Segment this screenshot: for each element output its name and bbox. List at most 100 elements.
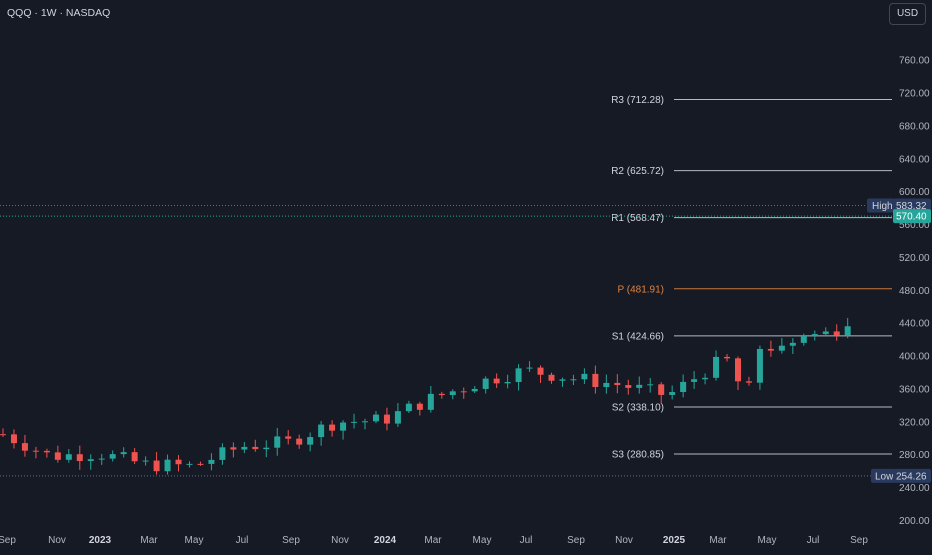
price-tick-label: 440.00 bbox=[899, 319, 930, 330]
high-tag-bg bbox=[867, 198, 894, 213]
candle-body bbox=[175, 459, 182, 465]
time-tick-label: May bbox=[473, 535, 492, 546]
candle-body bbox=[76, 454, 83, 462]
candle-body bbox=[241, 446, 248, 450]
symbol-label[interactable]: QQQ · 1W · NASDAQ bbox=[7, 7, 111, 19]
price-tick-label: 720.00 bbox=[899, 89, 930, 100]
candle-body bbox=[713, 356, 720, 378]
price-tick-label: 400.00 bbox=[899, 352, 930, 363]
pivot-level-label: R2 (625.72) bbox=[611, 166, 664, 177]
high-price-badge-bg bbox=[893, 198, 931, 213]
candle-body bbox=[340, 422, 347, 431]
time-tick-label: Jul bbox=[520, 535, 533, 546]
candle-body bbox=[153, 460, 160, 472]
candle-body bbox=[592, 373, 599, 388]
candle-body bbox=[438, 393, 445, 396]
price-tick-label: 680.00 bbox=[899, 121, 930, 132]
pivot-level-label: R3 (712.28) bbox=[611, 95, 664, 106]
candle-body bbox=[372, 414, 379, 422]
candle-body bbox=[789, 342, 796, 346]
price-tick-label: 320.00 bbox=[899, 417, 930, 428]
pivot-level-label: S3 (280.85) bbox=[612, 450, 664, 461]
candle-body bbox=[449, 391, 456, 396]
time-tick-label: Jul bbox=[236, 535, 249, 546]
candle-body bbox=[603, 382, 610, 388]
candle-body bbox=[669, 392, 676, 395]
candle-body bbox=[219, 447, 226, 460]
high-price-badge: 583.32 bbox=[896, 201, 927, 212]
price-tick-label: 480.00 bbox=[899, 286, 930, 297]
candle-body bbox=[570, 379, 577, 381]
candle-body bbox=[230, 447, 237, 450]
candle-body bbox=[844, 326, 851, 336]
time-tick-label: Mar bbox=[140, 535, 158, 546]
low-price-badge: 254.26 bbox=[896, 471, 927, 482]
candle-body bbox=[296, 438, 303, 445]
candle-body bbox=[142, 460, 149, 462]
candle-body bbox=[504, 382, 511, 384]
time-tick-label: May bbox=[758, 535, 777, 546]
time-tick-label: 2024 bbox=[374, 535, 397, 546]
price-tick-label: 280.00 bbox=[899, 450, 930, 461]
candle-body bbox=[647, 384, 654, 386]
candle-body bbox=[559, 379, 566, 381]
candle-body bbox=[43, 450, 50, 453]
candle-body bbox=[405, 403, 412, 412]
candle-body bbox=[482, 378, 489, 389]
candle-body bbox=[131, 452, 138, 462]
currency-button[interactable]: USD bbox=[889, 3, 926, 25]
candle-body bbox=[164, 459, 171, 472]
candle-body bbox=[65, 454, 72, 460]
pivot-level-label: R1 (568.47) bbox=[611, 213, 664, 224]
low-tag-bg bbox=[871, 468, 894, 483]
candle-body bbox=[625, 385, 632, 388]
candle-body bbox=[383, 414, 390, 424]
candle-body bbox=[756, 348, 763, 383]
last-price-badge: 570.40 bbox=[896, 212, 927, 223]
candle-body bbox=[800, 335, 807, 343]
pivot-level-label: S1 (424.66) bbox=[612, 331, 664, 342]
candle-body bbox=[362, 421, 369, 423]
candle-body bbox=[767, 348, 774, 351]
candle-body bbox=[394, 411, 401, 424]
candle-body bbox=[87, 459, 94, 462]
price-tick-label: 200.00 bbox=[899, 516, 930, 527]
candle-body bbox=[98, 458, 105, 460]
price-tick-label: 600.00 bbox=[899, 187, 930, 198]
price-tick-label: 520.00 bbox=[899, 253, 930, 264]
price-tick-label: 640.00 bbox=[899, 154, 930, 165]
candle-body bbox=[0, 434, 6, 436]
time-tick-label: Sep bbox=[0, 535, 16, 546]
time-axis[interactable]: Sep Nov 2023 Mar May Jul Sep Nov 2024 Mar May Jul Se… bbox=[0, 535, 868, 546]
time-tick-label: Mar bbox=[424, 535, 442, 546]
candle-body bbox=[680, 381, 687, 393]
price-tick-label: 560.00 bbox=[899, 220, 930, 231]
candle-body bbox=[548, 374, 555, 381]
pivot-level-label: S2 (338.10) bbox=[612, 402, 664, 413]
candle-body bbox=[745, 381, 752, 383]
candle-body bbox=[537, 367, 544, 375]
candle-body bbox=[636, 384, 643, 388]
low-price-badge-bg bbox=[893, 468, 931, 483]
candle-body bbox=[263, 447, 270, 450]
price-axis[interactable]: 200.00 240.00 280.00 320.00 360.00 400.00 440.… bbox=[899, 56, 930, 527]
candle-body bbox=[416, 403, 423, 410]
candle-body bbox=[734, 358, 741, 382]
price-tick-label: 360.00 bbox=[899, 384, 930, 395]
candle-body bbox=[186, 463, 193, 465]
time-tick-label: Nov bbox=[615, 535, 633, 546]
price-tick-label: 240.00 bbox=[899, 483, 930, 494]
candle-body bbox=[460, 391, 467, 393]
candle-body bbox=[274, 436, 281, 448]
candle-body bbox=[307, 437, 314, 445]
candle-body bbox=[581, 373, 588, 380]
candles bbox=[0, 317, 851, 475]
candle-body bbox=[32, 450, 39, 452]
candle-body bbox=[614, 382, 621, 386]
time-tick-label: May bbox=[185, 535, 204, 546]
candle-body bbox=[526, 367, 533, 369]
time-tick-label: Nov bbox=[48, 535, 66, 546]
